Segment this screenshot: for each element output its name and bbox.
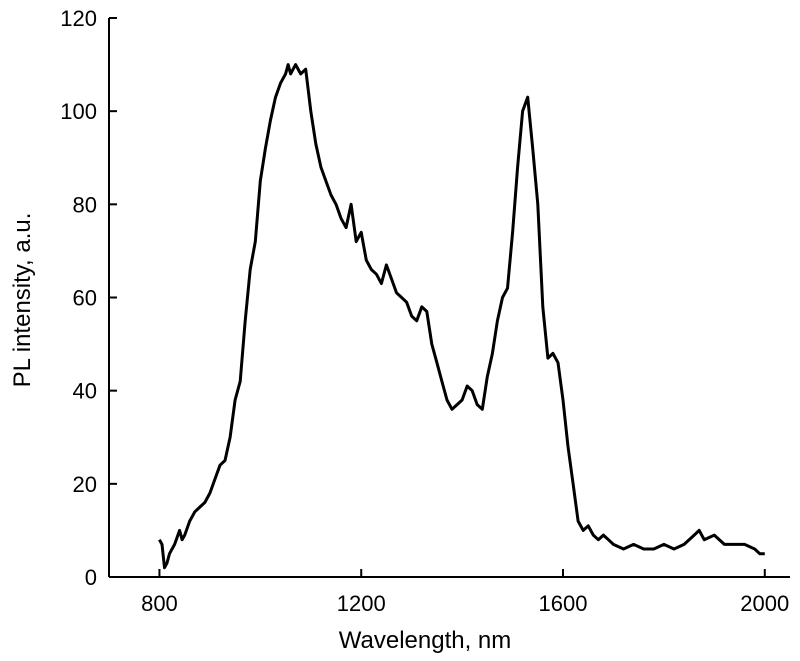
plot-area: 800 1200 1600 2000 0 20 40 60 80 100 120 — [60, 6, 790, 616]
y-axis-title: PL intensity, a.u. — [9, 213, 36, 388]
x-tick-label: 1600 — [539, 591, 588, 616]
y-tick-label: 120 — [60, 6, 97, 31]
x-tick-label: 2000 — [740, 591, 789, 616]
y-tick-label: 80 — [73, 192, 97, 217]
pl-spectrum-line — [158, 63, 765, 570]
y-tick-label: 20 — [73, 472, 97, 497]
y-tick-label: 0 — [85, 565, 97, 590]
y-ticks: 0 20 40 60 80 100 120 — [60, 6, 117, 590]
x-axis-title: Wavelength, nm — [339, 627, 512, 654]
x-tick-label: 1200 — [337, 591, 386, 616]
x-ticks: 800 1200 1600 2000 — [141, 569, 789, 616]
y-tick-label: 100 — [60, 99, 97, 124]
x-tick-label: 800 — [141, 591, 178, 616]
y-tick-label: 60 — [73, 286, 97, 311]
y-tick-label: 40 — [73, 379, 97, 404]
